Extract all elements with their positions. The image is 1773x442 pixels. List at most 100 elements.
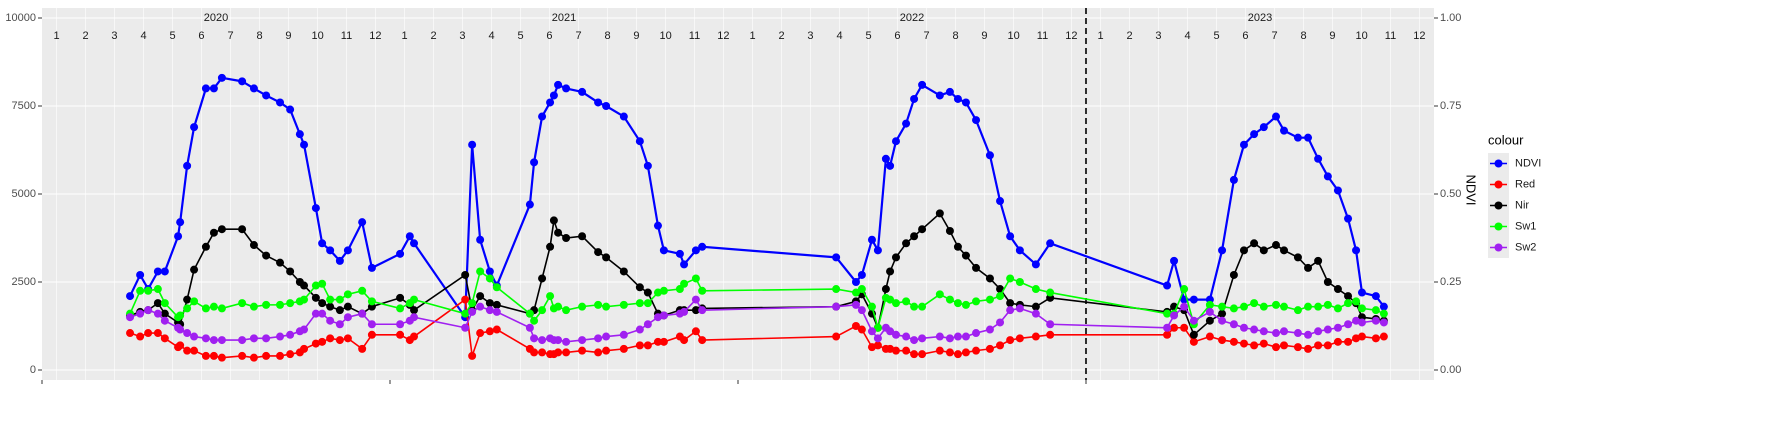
point — [562, 84, 571, 93]
point — [311, 281, 320, 290]
point — [873, 334, 882, 343]
point — [562, 306, 571, 315]
point — [300, 140, 309, 149]
point — [1323, 172, 1332, 181]
point — [476, 292, 485, 301]
point — [530, 158, 539, 167]
point — [602, 101, 611, 110]
point — [183, 304, 192, 313]
point — [886, 295, 895, 304]
point — [396, 320, 405, 329]
point — [190, 346, 199, 355]
point — [1180, 323, 1189, 332]
point — [680, 260, 689, 269]
point — [546, 98, 555, 107]
point — [1218, 316, 1227, 325]
point — [1239, 246, 1248, 255]
point — [358, 309, 367, 318]
point — [136, 309, 145, 318]
point — [461, 323, 470, 332]
point — [311, 204, 320, 213]
point — [1333, 323, 1342, 332]
point — [680, 279, 689, 288]
point — [286, 267, 295, 276]
point — [286, 105, 295, 114]
point — [867, 327, 876, 336]
point — [1229, 175, 1238, 184]
point — [343, 313, 352, 322]
point — [318, 337, 327, 346]
point — [851, 278, 860, 287]
point — [691, 274, 700, 283]
point — [201, 351, 210, 360]
point — [335, 306, 344, 315]
point — [619, 112, 628, 121]
month-label: 6 — [894, 30, 900, 42]
point — [635, 283, 644, 292]
point — [468, 299, 477, 308]
point — [160, 309, 169, 318]
point — [1015, 304, 1024, 313]
month-label: 2 — [1126, 30, 1132, 42]
y2-tick-label: 0.00 — [1440, 364, 1461, 376]
point — [659, 311, 668, 320]
point — [1314, 256, 1323, 265]
point — [1333, 304, 1342, 313]
month-label: 5 — [169, 30, 175, 42]
point — [935, 209, 944, 218]
point — [851, 322, 860, 331]
point — [1046, 288, 1055, 297]
point — [643, 288, 652, 297]
point — [902, 239, 911, 248]
point — [396, 293, 405, 302]
legend-point — [1494, 222, 1503, 231]
legend-point — [1494, 180, 1503, 189]
year-label: 2021 — [552, 12, 576, 24]
point — [144, 329, 153, 338]
point — [367, 330, 376, 339]
point — [918, 80, 927, 89]
point — [286, 299, 295, 308]
point — [238, 77, 247, 86]
point — [335, 336, 344, 345]
point — [367, 263, 376, 272]
point — [594, 300, 603, 309]
point — [1280, 246, 1289, 255]
point — [153, 285, 162, 294]
month-label: 6 — [546, 30, 552, 42]
point — [238, 336, 247, 345]
point — [554, 348, 563, 357]
month-label: 10 — [1007, 30, 1019, 42]
point — [190, 123, 199, 132]
point — [891, 330, 900, 339]
point — [1352, 297, 1361, 306]
point — [985, 151, 994, 160]
point — [136, 286, 145, 295]
point — [1371, 334, 1380, 343]
point — [217, 304, 226, 313]
point — [1379, 332, 1388, 341]
legend-label: Red — [1515, 178, 1535, 190]
point — [276, 300, 285, 309]
point — [335, 256, 344, 265]
point — [176, 325, 185, 334]
point — [217, 353, 226, 362]
point — [1031, 260, 1040, 269]
point — [1379, 318, 1388, 327]
point — [136, 332, 145, 341]
point — [961, 348, 970, 357]
point — [832, 253, 841, 262]
point — [300, 325, 309, 334]
point — [1180, 302, 1189, 311]
point — [691, 306, 700, 315]
point — [410, 295, 419, 304]
point — [857, 270, 866, 279]
point — [410, 332, 419, 341]
point — [659, 246, 668, 255]
month-label: 11 — [1037, 30, 1048, 42]
point — [602, 253, 611, 262]
month-label: 4 — [837, 30, 843, 42]
point — [653, 337, 662, 346]
point — [918, 302, 927, 311]
